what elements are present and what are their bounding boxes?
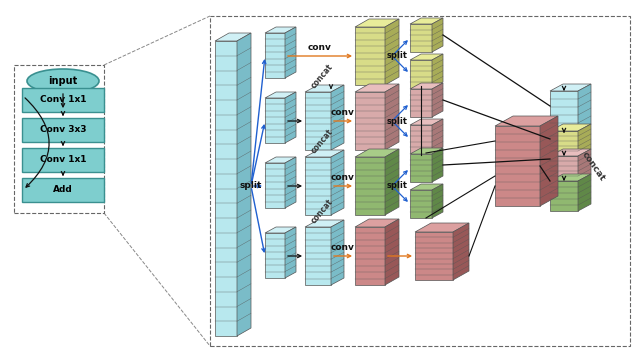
Polygon shape — [305, 220, 344, 227]
Polygon shape — [410, 125, 432, 153]
Polygon shape — [432, 184, 443, 218]
Text: conv: conv — [331, 243, 355, 252]
Polygon shape — [285, 227, 296, 278]
Text: concat: concat — [309, 127, 335, 155]
Polygon shape — [410, 60, 432, 88]
Polygon shape — [410, 119, 443, 125]
Polygon shape — [578, 174, 591, 211]
Text: concat: concat — [309, 197, 335, 225]
Polygon shape — [578, 124, 591, 156]
Polygon shape — [415, 223, 469, 232]
Polygon shape — [355, 157, 385, 215]
Polygon shape — [432, 119, 443, 153]
Polygon shape — [265, 163, 285, 208]
Polygon shape — [415, 232, 453, 280]
Polygon shape — [355, 219, 399, 227]
Polygon shape — [410, 83, 443, 89]
FancyBboxPatch shape — [22, 148, 104, 172]
Polygon shape — [215, 33, 251, 41]
Polygon shape — [385, 149, 399, 215]
Polygon shape — [285, 157, 296, 208]
Polygon shape — [410, 148, 443, 154]
Polygon shape — [331, 150, 344, 215]
Text: split: split — [240, 182, 262, 191]
Polygon shape — [410, 154, 432, 182]
Polygon shape — [385, 84, 399, 150]
Polygon shape — [410, 190, 432, 218]
Polygon shape — [355, 84, 399, 92]
Polygon shape — [385, 19, 399, 85]
FancyBboxPatch shape — [22, 88, 104, 112]
Polygon shape — [550, 124, 591, 131]
Polygon shape — [237, 33, 251, 336]
Polygon shape — [453, 223, 469, 280]
Polygon shape — [410, 24, 432, 52]
FancyBboxPatch shape — [22, 178, 104, 202]
Polygon shape — [265, 33, 285, 78]
Polygon shape — [285, 27, 296, 78]
Polygon shape — [432, 148, 443, 182]
Polygon shape — [265, 157, 296, 163]
Polygon shape — [495, 126, 540, 206]
Polygon shape — [355, 27, 385, 85]
Text: concat: concat — [580, 149, 607, 182]
Polygon shape — [550, 91, 578, 131]
Polygon shape — [265, 227, 296, 233]
Text: concat: concat — [309, 62, 335, 90]
Polygon shape — [495, 116, 558, 126]
Polygon shape — [432, 83, 443, 117]
Polygon shape — [305, 157, 331, 215]
Polygon shape — [550, 84, 591, 91]
Polygon shape — [355, 149, 399, 157]
Text: Conv 1x1: Conv 1x1 — [40, 156, 86, 165]
Text: Conv 1x1: Conv 1x1 — [40, 96, 86, 104]
Polygon shape — [355, 19, 399, 27]
Polygon shape — [355, 227, 385, 285]
Polygon shape — [578, 84, 591, 131]
Polygon shape — [578, 149, 591, 181]
Text: split: split — [387, 117, 408, 126]
Polygon shape — [550, 174, 591, 181]
Polygon shape — [410, 54, 443, 60]
Polygon shape — [305, 85, 344, 92]
Polygon shape — [331, 220, 344, 285]
Polygon shape — [265, 27, 296, 33]
Polygon shape — [410, 184, 443, 190]
Text: split: split — [387, 52, 408, 61]
Polygon shape — [265, 98, 285, 143]
Text: input: input — [49, 76, 77, 86]
Text: conv: conv — [331, 173, 355, 182]
Polygon shape — [305, 150, 344, 157]
Polygon shape — [385, 219, 399, 285]
Text: conv: conv — [331, 108, 355, 117]
Polygon shape — [410, 18, 443, 24]
Text: split: split — [387, 182, 408, 191]
Text: Add: Add — [53, 186, 73, 195]
Ellipse shape — [27, 69, 99, 93]
Polygon shape — [305, 92, 331, 150]
Polygon shape — [265, 233, 285, 278]
Polygon shape — [410, 89, 432, 117]
Polygon shape — [550, 181, 578, 211]
Polygon shape — [550, 149, 591, 156]
Polygon shape — [550, 156, 578, 181]
Polygon shape — [331, 85, 344, 150]
Polygon shape — [540, 116, 558, 206]
Text: Conv 3x3: Conv 3x3 — [40, 126, 86, 135]
Polygon shape — [305, 227, 331, 285]
Polygon shape — [432, 18, 443, 52]
Polygon shape — [550, 131, 578, 156]
Polygon shape — [265, 92, 296, 98]
Polygon shape — [355, 92, 385, 150]
Polygon shape — [432, 54, 443, 88]
FancyBboxPatch shape — [22, 118, 104, 142]
Polygon shape — [285, 92, 296, 143]
Text: conv: conv — [308, 43, 332, 52]
Polygon shape — [215, 41, 237, 336]
